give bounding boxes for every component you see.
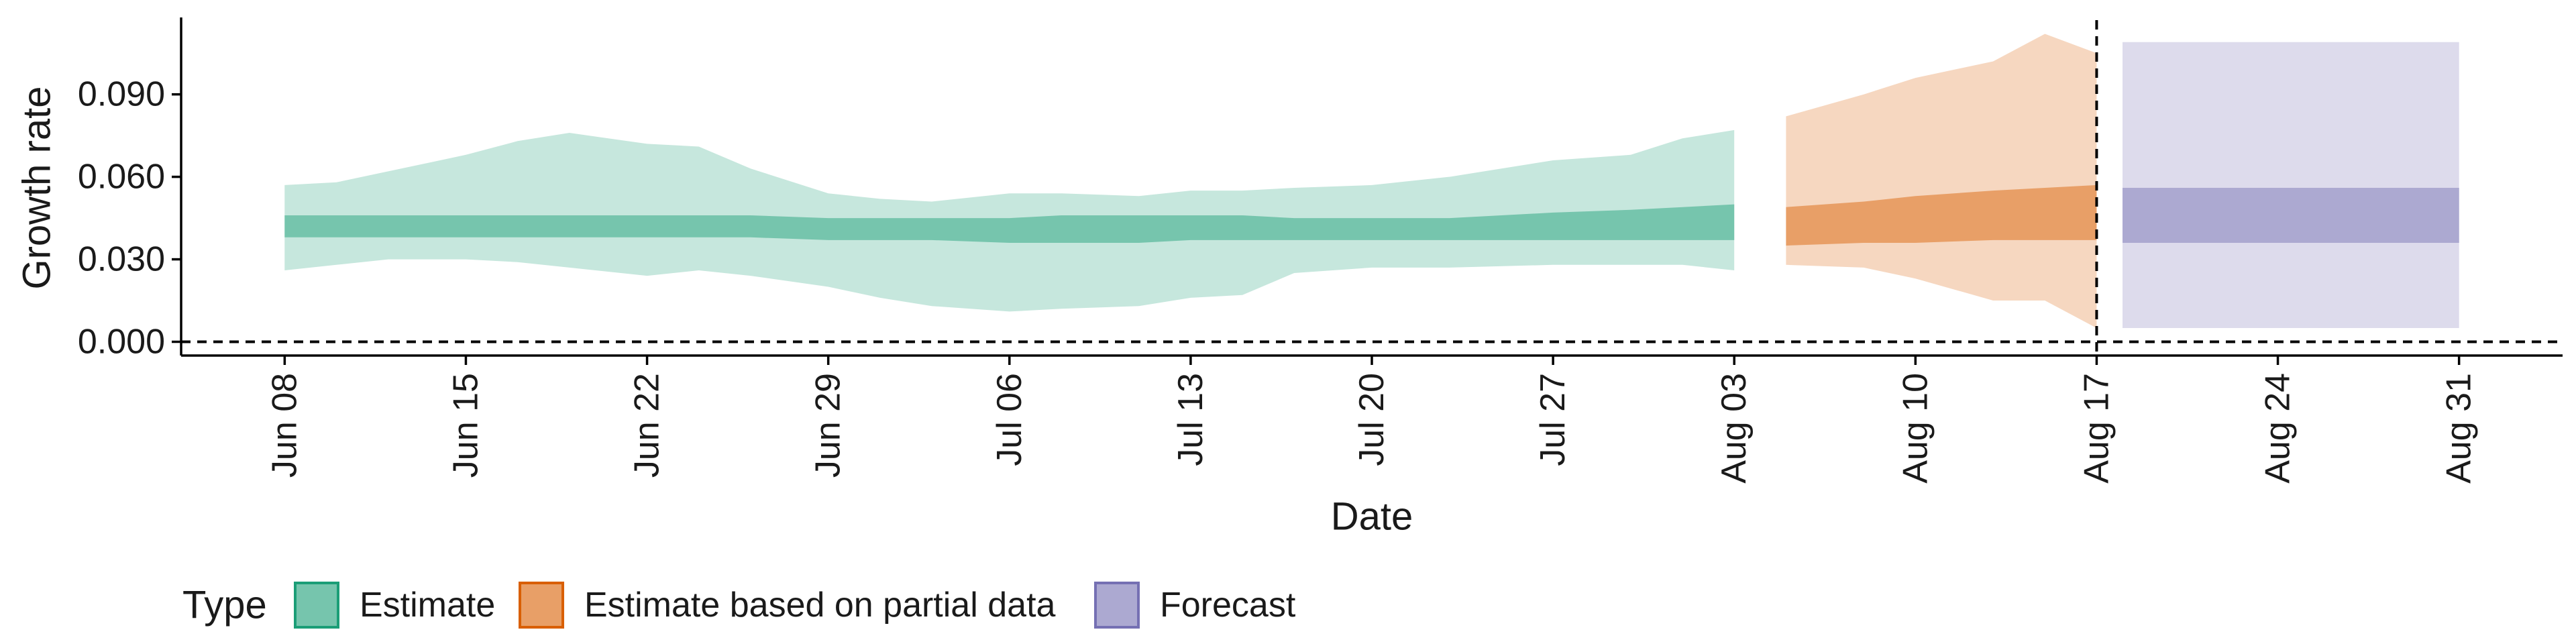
x-axis-title: Date (1331, 495, 1413, 539)
forecast-inner-band (2123, 188, 2459, 243)
x-tick-label: Aug 03 (1715, 373, 1754, 484)
y-tick-label: 0.090 (78, 75, 165, 114)
estimate-based-on-partial-data-outer-band (1786, 34, 2097, 328)
estimate-inner-band (284, 204, 1735, 243)
legend-label-estimate-based-on-partial-data: Estimate based on partial data (584, 586, 1056, 625)
x-tick-label: Jun 22 (628, 373, 667, 478)
y-tick-label: 0.000 (78, 323, 165, 362)
y-axis-title: Growth rate (15, 87, 59, 290)
outer-ribbons (284, 34, 2459, 329)
inner-ribbons (284, 184, 2459, 246)
x-tick-label: Jul 20 (1352, 373, 1391, 466)
axes: 0.000 0.030 0.060 0.090 Jun 08 Jun 15 Jun 22 Ju… (78, 17, 2563, 484)
legend: Type Estimate Estimate based on partial d… (182, 582, 1296, 629)
estimate-based-on-partial-data-inner-band (1786, 184, 2097, 246)
legend-label-forecast: Forecast (1160, 586, 1296, 625)
x-tick-label: Jun 29 (809, 373, 848, 478)
y-tick-label: 0.030 (78, 240, 165, 279)
x-tick-label: Aug 31 (2440, 373, 2479, 484)
x-tick-label: Jul 06 (990, 373, 1029, 466)
reference-lines (181, 20, 2563, 356)
legend-key-estimate-based-on-partial-data (519, 582, 564, 629)
legend-title: Type (182, 584, 267, 627)
y-tick-label: 0.060 (78, 158, 165, 197)
x-tick-label: Aug 24 (2259, 373, 2298, 484)
x-tick-label: Jun 08 (265, 373, 304, 478)
x-tick-label: Jun 15 (447, 373, 486, 478)
legend-key-estimate (294, 582, 339, 629)
x-tick-label: Aug 17 (2077, 373, 2116, 484)
forecast-outer-band (2123, 42, 2459, 329)
x-tick-label: Jul 13 (1171, 373, 1210, 466)
legend-key-forecast (1094, 582, 1140, 629)
x-tick-label: Aug 10 (1896, 373, 1935, 484)
legend-label-estimate: Estimate (360, 586, 495, 625)
x-tick-label: Jul 27 (1534, 373, 1572, 466)
